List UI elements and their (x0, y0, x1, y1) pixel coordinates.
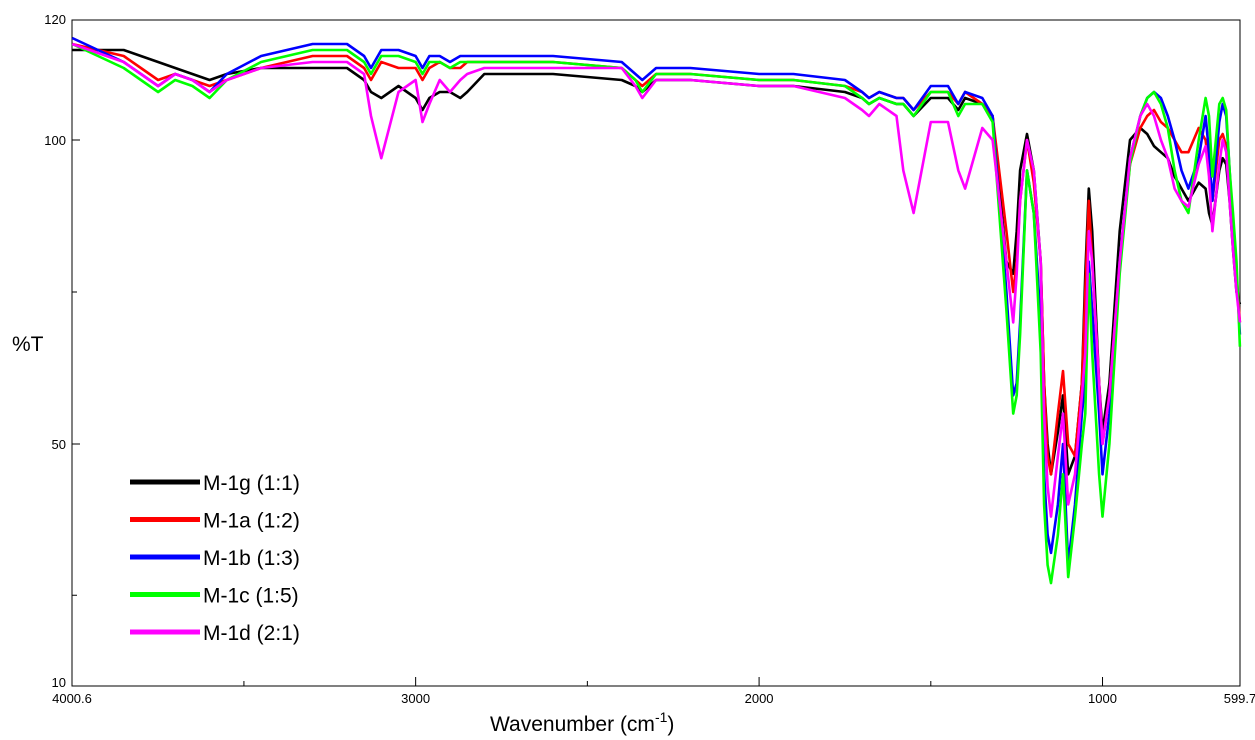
legend-label: M-1g (1:1) (203, 472, 300, 495)
x-axis-title-sup: -1 (655, 709, 668, 725)
x-tick-label: 2000 (745, 691, 774, 706)
y-tick-label: 100 (44, 133, 66, 148)
legend-label: M-1b (1:3) (203, 547, 300, 570)
y-tick-label: 50 (52, 437, 66, 452)
x-tick-label: 1000 (1088, 691, 1117, 706)
legend-label: M-1a (1:2) (203, 510, 300, 533)
series-lines (71, 36, 1242, 585)
x-tick-label: 599.7 (1224, 691, 1255, 706)
axis-ticks (71, 19, 1241, 687)
legend: M-1g (1:1) M-1a (1:2) M-1b (1:3) M-1c (1:5)… (130, 472, 300, 645)
x-tick-label: 4000.6 (52, 691, 92, 706)
series-line (71, 36, 1242, 567)
y-tick-labels: 10 50 100 120 (44, 12, 66, 690)
legend-label: M-1c (1:5) (203, 585, 299, 608)
y-axis-title: %T (12, 333, 44, 356)
x-axis-title-main: Wavenumber (cm (490, 713, 655, 736)
series-line (71, 42, 1242, 518)
x-axis-title: Wavenumber (cm-1) (490, 709, 674, 736)
y-tick-label: 120 (44, 12, 66, 27)
series-line (71, 42, 1242, 585)
x-axis-title-end: ) (667, 713, 674, 736)
x-tick-labels: 4000.6 3000 2000 1000 599.7 (52, 691, 1255, 706)
y-tick-label: 10 (52, 675, 66, 690)
x-tick-label: 3000 (401, 691, 430, 706)
plot-frame (71, 19, 1241, 687)
legend-label: M-1d (2:1) (203, 622, 300, 645)
series-line (71, 42, 1242, 476)
